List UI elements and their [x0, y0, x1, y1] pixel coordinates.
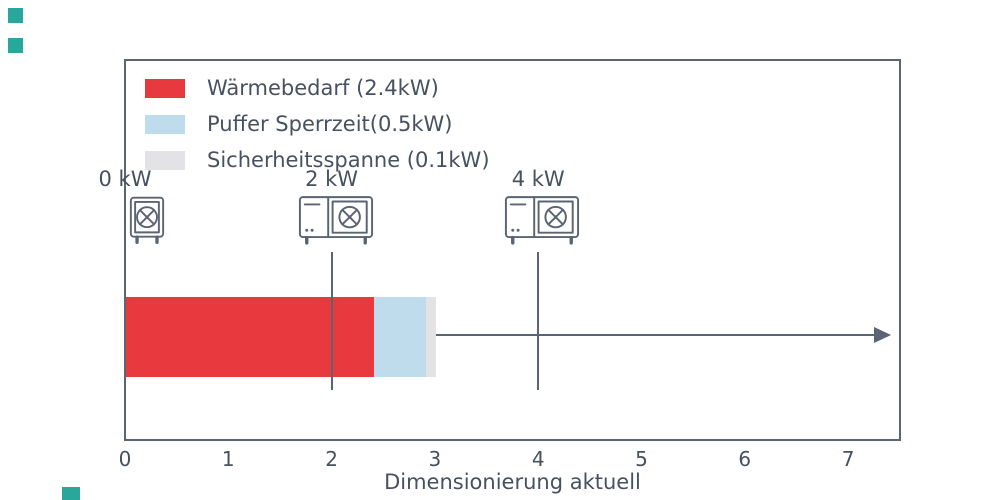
x-axis-arrow-head [874, 327, 891, 343]
bar-segment-1 [126, 297, 374, 377]
x-axis-title: Dimensionierung aktuell [384, 470, 641, 494]
heat-pump-small-icon [128, 194, 166, 247]
legend-swatch [145, 114, 185, 134]
x-tick-label: 7 [841, 447, 855, 471]
bar-segment-3 [425, 297, 436, 377]
marker-line [330, 252, 333, 390]
teal-marker-top-1 [8, 8, 23, 23]
x-tick-label: 5 [635, 447, 648, 471]
legend-label: Sicherheitsspanne (0.1kW) [207, 148, 490, 172]
power-label: 4 kW [511, 167, 565, 191]
legend-item: Puffer Sperrzeit(0.5kW) [145, 112, 490, 136]
legend-item: Sicherheitsspanne (0.1kW) [145, 148, 490, 172]
plot-area-border [124, 59, 901, 441]
heat-pump-large-icon [297, 194, 375, 247]
teal-marker-top-2 [8, 38, 23, 53]
x-axis-arrow-line [126, 334, 876, 336]
x-tick-label: 0 [118, 447, 132, 471]
bar-segment-2 [373, 297, 426, 377]
power-label: 0 kW [98, 167, 152, 191]
heat-pump-large-icon [503, 194, 581, 247]
legend-label: Wärmebedarf (2.4kW) [207, 76, 439, 100]
x-tick-label: 6 [738, 447, 752, 471]
x-tick-label: 2 [325, 447, 338, 471]
x-tick-label: 4 [531, 447, 545, 471]
legend-swatch [145, 78, 185, 98]
legend-swatch [145, 150, 185, 170]
legend-item: Wärmebedarf (2.4kW) [145, 76, 490, 100]
legend: Wärmebedarf (2.4kW) Puffer Sperrzeit(0.5k… [145, 76, 490, 184]
marker-line [537, 252, 540, 390]
teal-marker-bottom [62, 487, 80, 500]
x-tick-label: 1 [221, 447, 235, 471]
legend-label: Puffer Sperrzeit(0.5kW) [207, 112, 453, 136]
power-label: 2 kW [305, 167, 359, 191]
x-tick-label: 3 [428, 447, 442, 471]
